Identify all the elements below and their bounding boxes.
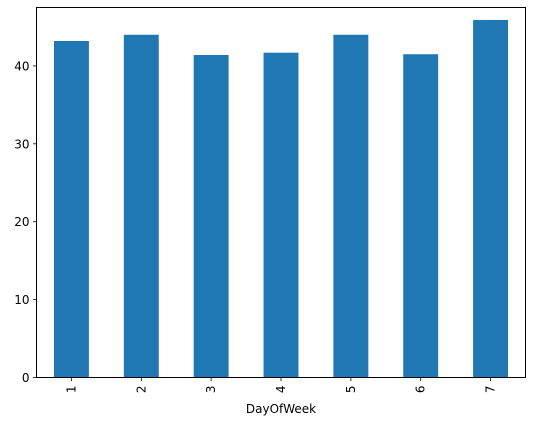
y-tick-label: 0 [22,371,30,385]
x-tick-label: 4 [274,386,288,394]
x-axis-label: DayOfWeek [246,402,316,416]
y-axis: 0 10 20 30 40 [14,59,37,385]
y-tick-label: 30 [14,137,29,151]
y-tick-label: 20 [14,215,29,229]
y-tick-label: 40 [14,59,29,73]
x-axis: 1 2 3 4 5 6 7 [64,377,498,394]
x-tick-label: 2 [134,386,148,394]
x-tick-label: 3 [204,386,218,394]
x-tick-label: 5 [344,386,358,394]
bars-group [53,19,509,378]
bar-1 [53,40,89,378]
y-tick-label: 10 [14,293,29,307]
bar-4 [263,52,299,378]
x-tick-label: 7 [484,386,498,394]
bar-6 [403,54,439,378]
x-tick-label: 1 [64,386,78,394]
plot-frame [36,7,526,378]
bar-3 [193,55,229,378]
bar-5 [333,34,369,378]
bar-7 [473,19,509,378]
bar-2 [123,34,159,378]
x-tick-label: 6 [414,386,428,394]
